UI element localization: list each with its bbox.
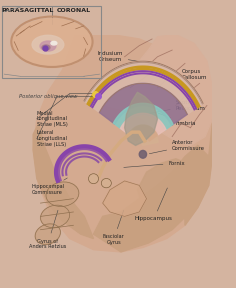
Text: Posterior oblique view: Posterior oblique view — [19, 94, 77, 99]
Text: Gyrus of
Anders Retzius: Gyrus of Anders Retzius — [29, 210, 66, 249]
Polygon shape — [114, 103, 173, 130]
Polygon shape — [129, 125, 157, 141]
Ellipse shape — [12, 19, 92, 68]
Polygon shape — [120, 113, 166, 135]
Polygon shape — [84, 61, 203, 114]
Ellipse shape — [42, 45, 50, 50]
Polygon shape — [99, 35, 212, 145]
Text: Corpus
Callosum: Corpus Callosum — [178, 69, 207, 85]
Ellipse shape — [40, 41, 56, 51]
Polygon shape — [125, 92, 158, 145]
Text: Anterior
Commissure: Anterior Commissure — [149, 140, 205, 154]
Text: Lateral
Longitudinal
Striae (LLS): Lateral Longitudinal Striae (LLS) — [37, 130, 68, 147]
Text: Septum
Pellucidum: Septum Pellucidum — [148, 100, 206, 114]
Polygon shape — [93, 145, 209, 252]
Text: Hippocampus: Hippocampus — [135, 188, 173, 221]
Ellipse shape — [41, 205, 70, 228]
Polygon shape — [33, 35, 212, 252]
Text: Fimbria: Fimbria — [158, 113, 196, 126]
Ellipse shape — [32, 35, 64, 54]
Ellipse shape — [35, 224, 60, 245]
Text: PARASAGITTAL: PARASAGITTAL — [1, 8, 53, 13]
Text: Hippocampal
Commissure: Hippocampal Commissure — [31, 178, 67, 195]
Ellipse shape — [88, 174, 99, 184]
Polygon shape — [137, 159, 194, 212]
Ellipse shape — [46, 182, 79, 206]
Ellipse shape — [101, 179, 111, 188]
Text: Fornix: Fornix — [124, 161, 185, 167]
Text: Medial
Longitudinal
Striae (MLS): Medial Longitudinal Striae (MLS) — [37, 111, 68, 127]
Ellipse shape — [51, 41, 57, 45]
Polygon shape — [103, 181, 147, 216]
Polygon shape — [99, 83, 187, 126]
Text: Fasciolar
Gyrus: Fasciolar Gyrus — [103, 210, 125, 245]
Ellipse shape — [139, 150, 147, 158]
Text: CORONAL: CORONAL — [57, 8, 91, 13]
Polygon shape — [133, 127, 158, 145]
Text: Indusium
Griseum: Indusium Griseum — [97, 51, 140, 62]
Polygon shape — [33, 123, 93, 238]
Polygon shape — [185, 123, 212, 225]
